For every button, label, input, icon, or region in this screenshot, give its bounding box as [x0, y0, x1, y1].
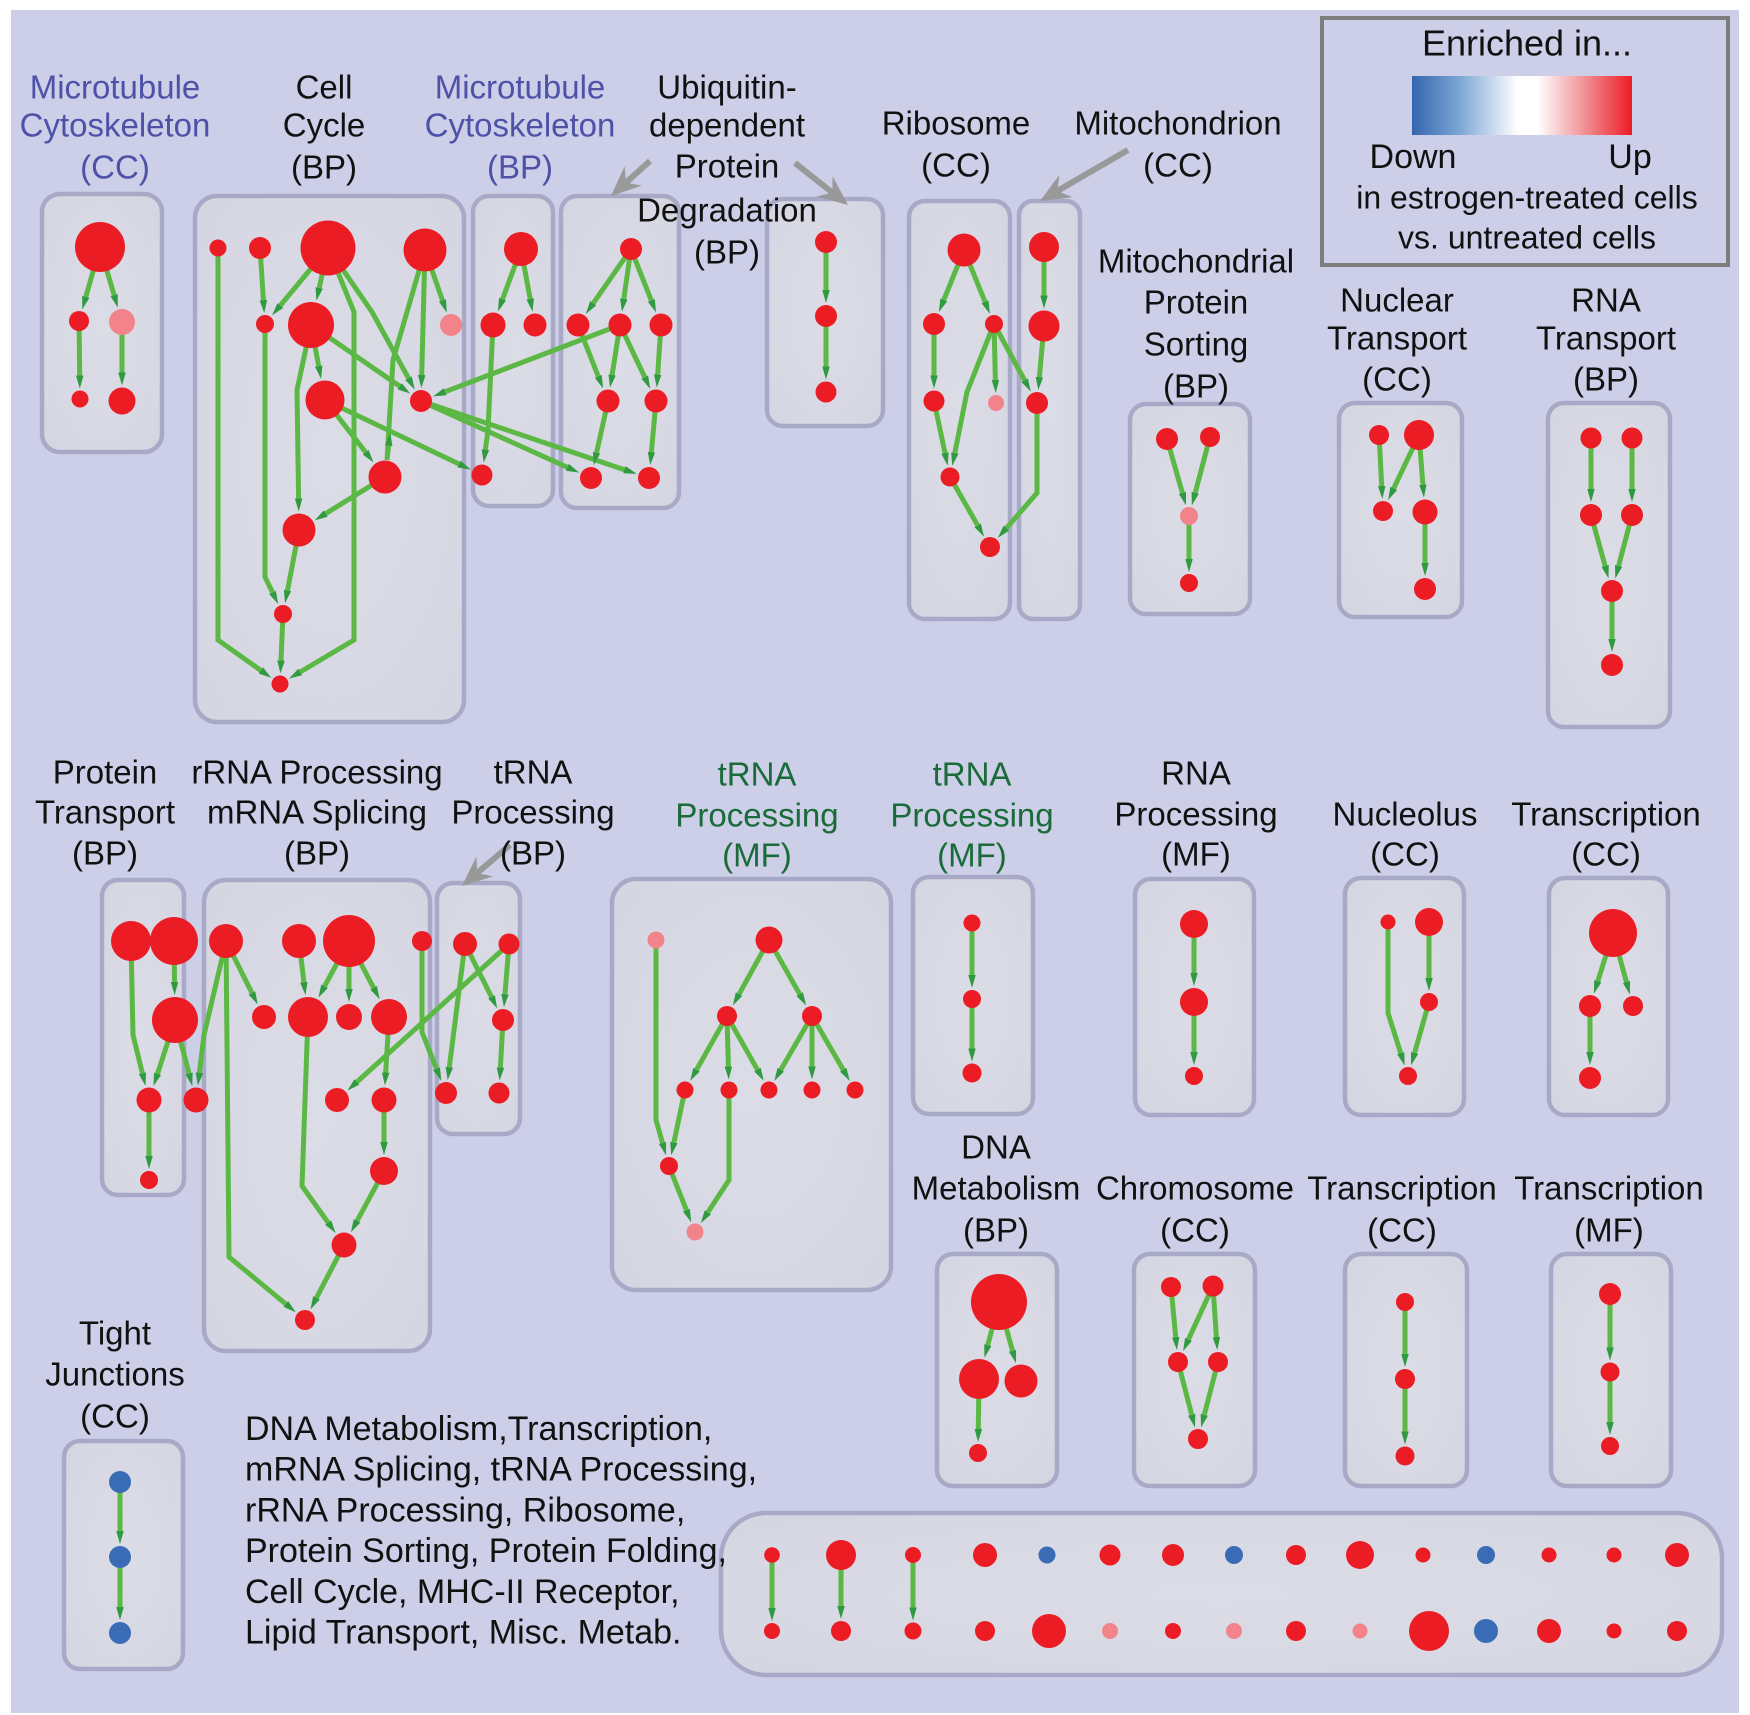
svg-text:Mitochondrial: Mitochondrial: [1098, 243, 1294, 280]
svg-text:rRNA Processing: rRNA Processing: [191, 754, 442, 791]
svg-text:Degradation: Degradation: [637, 192, 817, 229]
svg-text:Nuclear: Nuclear: [1340, 282, 1454, 319]
svg-text:Transcription: Transcription: [1511, 796, 1701, 833]
svg-text:(CC): (CC): [1362, 361, 1432, 398]
svg-text:Microtubule: Microtubule: [30, 69, 201, 106]
svg-text:Transport: Transport: [1536, 320, 1676, 357]
svg-text:Chromosome: Chromosome: [1096, 1170, 1294, 1207]
svg-text:(BP): (BP): [500, 835, 566, 872]
svg-text:RNA: RNA: [1571, 282, 1641, 319]
svg-text:Ubiquitin-: Ubiquitin-: [657, 69, 796, 106]
svg-text:(BP): (BP): [1163, 368, 1229, 405]
svg-text:(MF): (MF): [937, 837, 1007, 874]
svg-text:Cytoskeleton: Cytoskeleton: [425, 107, 616, 144]
svg-text:Nucleolus: Nucleolus: [1333, 796, 1478, 833]
svg-text:Enriched in...: Enriched in...: [1422, 23, 1632, 64]
svg-text:Transport: Transport: [35, 794, 175, 831]
svg-text:(BP): (BP): [963, 1212, 1029, 1249]
svg-text:(CC): (CC): [1370, 836, 1440, 873]
svg-text:(BP): (BP): [72, 835, 138, 872]
svg-text:Transcription: Transcription: [1307, 1170, 1497, 1207]
svg-text:(BP): (BP): [694, 234, 760, 271]
svg-text:(MF): (MF): [722, 837, 792, 874]
svg-text:tRNA: tRNA: [494, 754, 573, 791]
svg-text:Junctions: Junctions: [45, 1356, 184, 1393]
svg-text:Metabolism: Metabolism: [912, 1170, 1081, 1207]
svg-text:(MF): (MF): [1574, 1212, 1644, 1249]
svg-text:(CC): (CC): [80, 1398, 150, 1435]
svg-text:(CC): (CC): [1367, 1212, 1437, 1249]
svg-text:Processing: Processing: [451, 794, 614, 831]
svg-text:Ribosome: Ribosome: [882, 105, 1031, 142]
svg-text:Cytoskeleton: Cytoskeleton: [20, 107, 211, 144]
svg-text:(CC): (CC): [80, 149, 150, 186]
svg-text:Transport: Transport: [1327, 320, 1467, 357]
svg-text:(CC): (CC): [921, 147, 991, 184]
svg-text:(BP): (BP): [487, 149, 553, 186]
svg-text:tRNA: tRNA: [718, 756, 797, 793]
svg-text:Cell Cycle, MHC-II Receptor,: Cell Cycle, MHC-II Receptor,: [245, 1573, 680, 1611]
svg-text:Cell: Cell: [296, 69, 353, 106]
svg-text:Lipid Transport, Misc. Metab.: Lipid Transport, Misc. Metab.: [245, 1613, 682, 1651]
svg-text:Down: Down: [1370, 138, 1457, 176]
svg-text:Protein: Protein: [53, 754, 158, 791]
svg-text:Protein: Protein: [1144, 284, 1249, 321]
svg-text:(BP): (BP): [284, 835, 350, 872]
svg-text:rRNA Processing, Ribosome,: rRNA Processing, Ribosome,: [245, 1491, 685, 1529]
svg-text:Transcription: Transcription: [1514, 1170, 1704, 1207]
svg-text:Cycle: Cycle: [283, 107, 366, 144]
svg-text:(CC): (CC): [1143, 147, 1213, 184]
svg-text:Sorting: Sorting: [1144, 326, 1249, 363]
svg-text:mRNA Splicing, tRNA Processing: mRNA Splicing, tRNA Processing,: [245, 1451, 757, 1489]
svg-text:(MF): (MF): [1161, 836, 1231, 873]
svg-text:RNA: RNA: [1161, 755, 1231, 792]
svg-text:Protein Sorting, Protein Foldi: Protein Sorting, Protein Folding,: [245, 1532, 727, 1570]
svg-text:vs. untreated cells: vs. untreated cells: [1398, 219, 1656, 255]
svg-text:(CC): (CC): [1160, 1212, 1230, 1249]
svg-text:DNA: DNA: [961, 1129, 1031, 1166]
svg-text:Tight: Tight: [79, 1315, 151, 1352]
svg-text:(BP): (BP): [291, 149, 357, 186]
svg-text:Protein: Protein: [675, 148, 780, 185]
svg-text:tRNA: tRNA: [933, 756, 1012, 793]
svg-text:in estrogen-treated cells: in estrogen-treated cells: [1356, 179, 1698, 215]
svg-text:Up: Up: [1608, 138, 1651, 176]
svg-text:dependent: dependent: [649, 107, 805, 144]
svg-text:Processing: Processing: [1114, 796, 1277, 833]
svg-text:(BP): (BP): [1573, 361, 1639, 398]
svg-text:Mitochondrion: Mitochondrion: [1074, 105, 1281, 142]
svg-text:Microtubule: Microtubule: [435, 69, 606, 106]
svg-text:Processing: Processing: [675, 797, 838, 834]
svg-text:Processing: Processing: [890, 797, 1053, 834]
svg-text:(CC): (CC): [1571, 836, 1641, 873]
svg-text:mRNA Splicing: mRNA Splicing: [207, 794, 427, 831]
svg-text:DNA Metabolism,Transcription,: DNA Metabolism,Transcription,: [245, 1410, 712, 1448]
